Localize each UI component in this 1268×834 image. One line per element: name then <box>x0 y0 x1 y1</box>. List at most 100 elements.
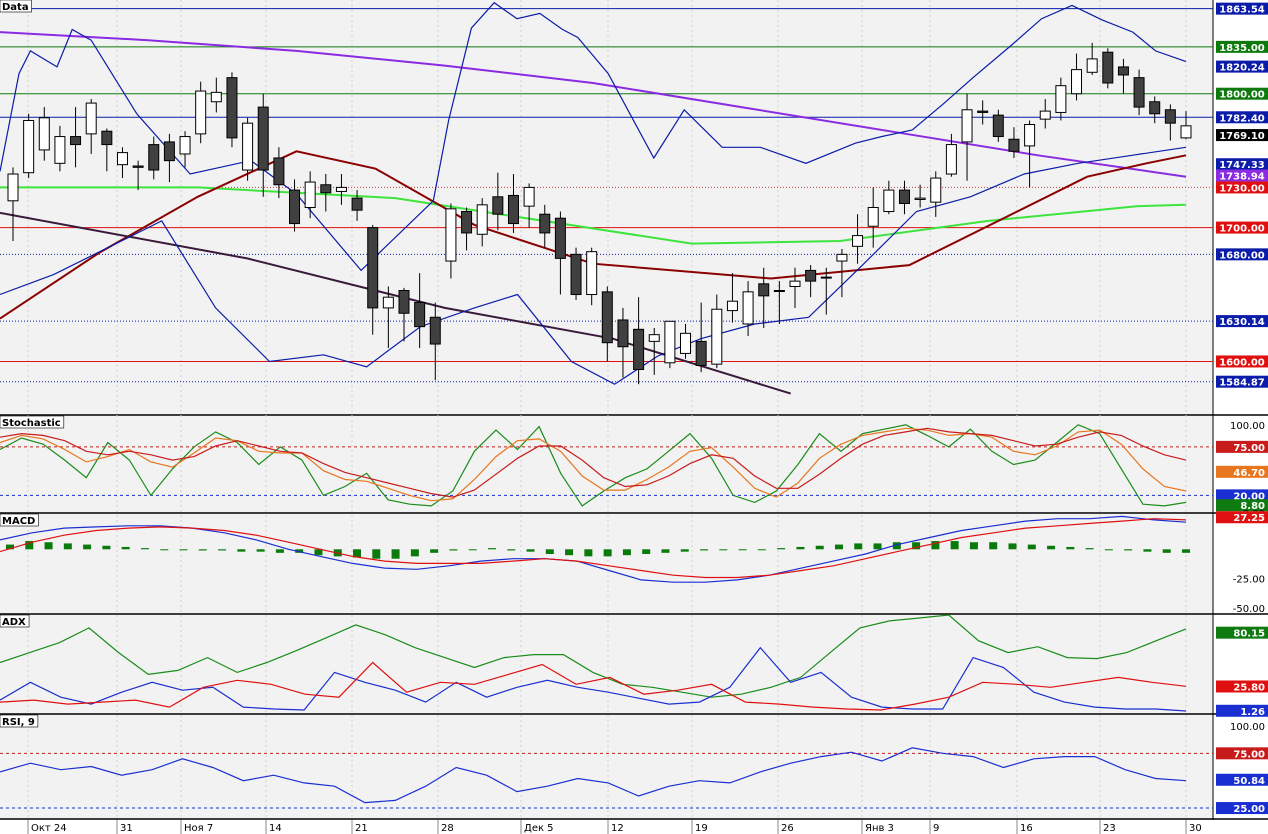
candle-body <box>132 165 144 168</box>
x-tick-label: 30 <box>1189 823 1202 834</box>
price-label: 1630.14 <box>1219 317 1265 328</box>
macd-histogram-bar <box>1182 549 1190 553</box>
stochastic-title: Stochastic <box>2 418 61 429</box>
candle-body <box>289 189 301 225</box>
x-tick-label: Дек 5 <box>524 823 554 834</box>
macd-histogram-bar <box>815 545 824 550</box>
price-label-badge <box>1216 181 1268 194</box>
price-label-badge <box>1216 315 1268 328</box>
candle-body <box>773 290 785 292</box>
price-series-line <box>0 31 1187 178</box>
macd-histogram-bar <box>391 549 400 559</box>
candle-body <box>820 276 832 279</box>
stochastic-panel-bg <box>0 416 1213 513</box>
candle-body <box>1164 109 1176 124</box>
macd-histogram-bar <box>989 542 998 550</box>
macd-histogram-bar <box>622 549 631 556</box>
stochastic-label-badge <box>1216 489 1268 502</box>
macd-histogram-bar <box>969 542 978 550</box>
candle-body <box>945 144 957 175</box>
stochastic-label-badge <box>1216 499 1268 512</box>
stochastic-label: 8.80 <box>1240 501 1265 512</box>
candle-body <box>476 204 488 235</box>
price-title-box <box>0 0 32 13</box>
candle-body <box>1086 58 1098 73</box>
candle-body <box>382 296 394 309</box>
candle-body <box>523 186 535 207</box>
candle-body <box>977 110 989 113</box>
macd-histogram-bar <box>198 549 207 551</box>
price-label: 1700.00 <box>1219 224 1265 235</box>
macd-histogram-bar <box>83 544 92 550</box>
price-label-badge <box>1216 375 1268 388</box>
x-tick-label: 31 <box>120 823 133 834</box>
macd-histogram-bar <box>430 549 439 553</box>
candle-body <box>1102 51 1114 84</box>
x-tick-label: 16 <box>1020 823 1033 834</box>
candle-body <box>617 319 629 348</box>
candle-body <box>586 251 598 296</box>
candle-body <box>116 152 128 166</box>
candle-body <box>852 235 864 247</box>
macd-panel-bg <box>0 514 1213 614</box>
price-label: 1835.00 <box>1219 43 1265 54</box>
candle-body <box>226 77 238 139</box>
candle-body <box>445 208 457 262</box>
rsi-label-badge <box>1216 773 1268 786</box>
candle-body <box>711 308 723 365</box>
x-tick-label: Янв 3 <box>865 823 894 834</box>
price-label: 1584.87 <box>1219 378 1265 389</box>
rsi-title-box <box>0 714 39 728</box>
candle-body <box>38 117 50 151</box>
rsi-label: 25.00 <box>1233 804 1265 815</box>
macd-histogram-bar <box>102 545 111 550</box>
candle-body <box>758 283 770 297</box>
stochastic-label: 46.70 <box>1233 468 1265 479</box>
price-label-badge <box>1216 40 1268 53</box>
macd-histogram-bar <box>873 543 882 550</box>
rsi-series-line <box>0 747 1187 804</box>
price-label: 1863.54 <box>1219 5 1265 16</box>
price-label: 1769.10 <box>1219 131 1265 142</box>
candle-body <box>507 194 519 225</box>
candle-body <box>1133 77 1145 108</box>
price-label-badge <box>1216 221 1268 234</box>
macd-histogram-bar <box>892 542 901 550</box>
price-label: 1738.94 <box>1219 171 1265 182</box>
candle-body <box>742 291 754 325</box>
candle-body <box>570 253 582 296</box>
stochastic-title-box <box>0 415 65 429</box>
macd-histogram-bar <box>912 542 921 550</box>
adx-label: 25.80 <box>1233 682 1265 693</box>
macd-histogram-bar <box>565 549 574 556</box>
macd-histogram-bar <box>487 548 496 550</box>
macd-histogram-bar <box>1085 548 1094 550</box>
macd-histogram-bar <box>661 549 670 553</box>
macd-histogram-bar <box>353 549 362 558</box>
candle-body <box>914 197 926 200</box>
candle-body <box>7 173 19 202</box>
macd-histogram-bar <box>507 549 516 551</box>
candle-body <box>210 91 222 103</box>
macd-histogram-bar <box>160 549 169 551</box>
macd-histogram-bar <box>777 548 786 550</box>
macd-histogram-bar <box>140 548 149 550</box>
price-label-badge <box>1216 355 1268 368</box>
price-panel-bg <box>0 0 1213 415</box>
x-tick-label: 19 <box>695 823 708 834</box>
macd-histogram-bar <box>6 544 14 550</box>
candle-body <box>961 109 973 143</box>
stochastic-label: 75.00 <box>1233 443 1265 454</box>
macd-histogram-bar <box>719 549 728 551</box>
price-label: 1600.00 <box>1219 357 1265 368</box>
candle-body <box>101 130 113 146</box>
rsi-label-badge <box>1216 802 1268 815</box>
candle-body <box>633 328 645 370</box>
candle-body <box>148 144 160 171</box>
candle-body <box>1008 138 1020 152</box>
macd-histogram-bar <box>121 546 130 550</box>
candle-body <box>930 177 942 203</box>
price-label: 1820.24 <box>1219 63 1265 74</box>
macd-histogram-bar <box>680 549 689 552</box>
